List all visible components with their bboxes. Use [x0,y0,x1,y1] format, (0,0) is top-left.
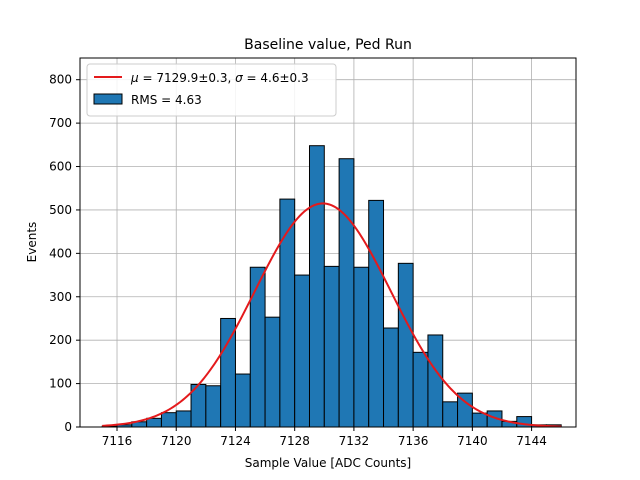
histogram-bar [338,158,355,428]
histogram-bar [368,199,385,428]
y-tick-label: 800 [49,73,72,87]
legend-box [86,63,337,117]
legend-histogram-swatch [93,93,123,105]
gaussian-fit-curve [102,202,562,428]
x-tick-label: 7140 [457,434,488,448]
histogram-bar [264,316,281,428]
x-tick-label: 7128 [279,434,310,448]
x-tick-label: 7136 [398,434,429,448]
histogram-bar [397,262,414,428]
x-axis-ticks: 7116 7120 7124 7128 7132 7136 7140 7144 [102,427,547,448]
y-tick-label: 300 [49,290,72,304]
histogram-bar [308,145,325,428]
x-tick-label: 7120 [161,434,192,448]
histogram-bar [160,412,177,428]
histogram-bar [205,385,222,428]
histogram-bar [175,410,192,428]
y-tick-label: 500 [49,203,72,217]
legend: μ = 7129.9±0.3, σ = 4.6±0.3 RMS = 4.63 [86,63,337,117]
y-tick-label: 100 [49,377,72,391]
histogram-bar [471,412,488,428]
x-axis-label: Sample Value [ADC Counts] [245,456,411,470]
histogram-bar [412,351,429,428]
y-tick-label: 600 [49,160,72,174]
y-tick-label: 700 [49,116,72,130]
x-tick-label: 7132 [339,434,370,448]
plot-frame [79,57,577,428]
histogram-bar [234,373,251,428]
histogram-bar [249,266,266,428]
histogram-bar [294,274,310,428]
chart-title: Baseline value, Ped Run [244,37,412,53]
histogram-bar [383,327,399,428]
y-tick-label: 400 [49,246,72,260]
y-axis-ticks: 0 100 200 300 400 500 600 700 800 [49,73,80,434]
histogram-bar [146,417,162,428]
x-tick-label: 7124 [220,434,251,448]
x-tick-label: 7116 [102,434,133,448]
y-tick-label: 200 [49,333,72,347]
histogram-bar [427,334,444,428]
y-tick-label: 0 [64,420,72,434]
legend-fit-label: μ = 7129.9±0.3, σ = 4.6±0.3 [130,71,309,85]
histogram-bar [442,401,459,428]
y-axis-label: Events [25,222,39,263]
histogram-bar [353,266,370,428]
legend-histogram-label: RMS = 4.63 [131,93,202,107]
x-tick-label: 7144 [516,434,547,448]
histogram-bar [323,265,340,428]
